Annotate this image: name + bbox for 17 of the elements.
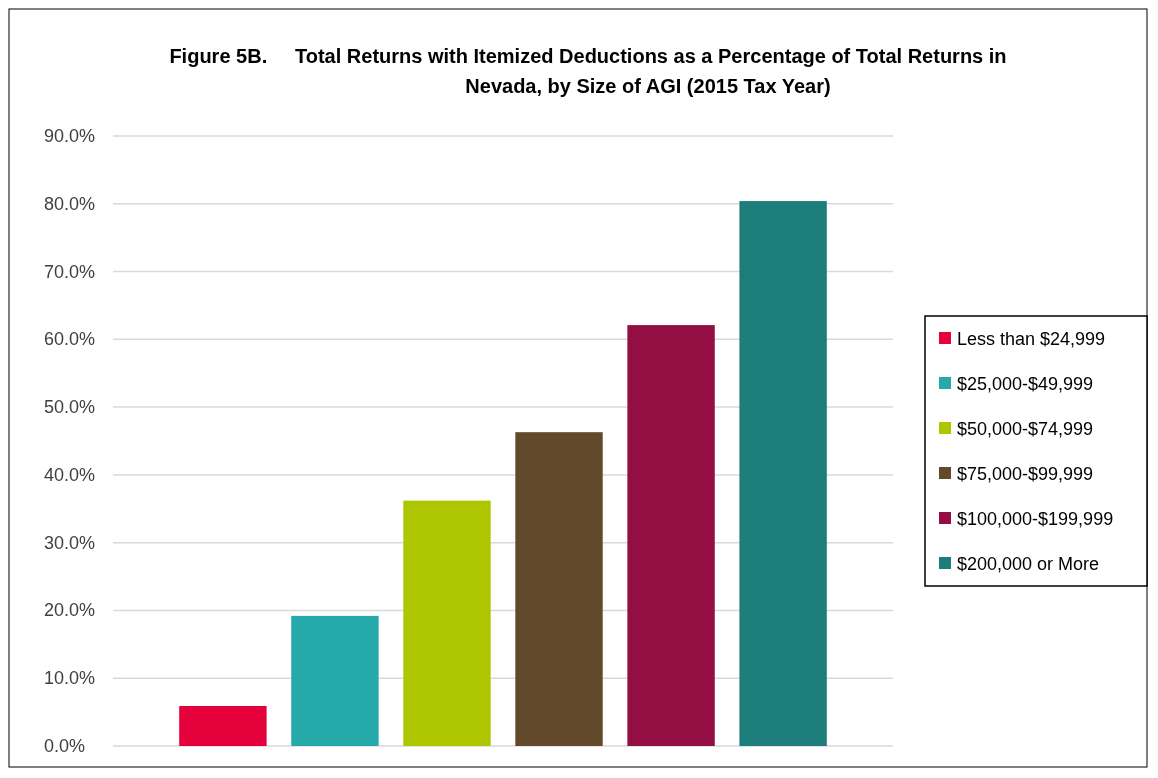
legend-label: $25,000-$49,999 — [957, 374, 1094, 394]
legend-label: $200,000 or More — [957, 554, 1100, 574]
legend-label: $75,000-$99,999 — [957, 464, 1094, 484]
legend-label: Less than $24,999 — [957, 329, 1106, 349]
legend-label: $100,000-$199,999 — [957, 509, 1114, 529]
y-tick-label: 20.0% — [44, 600, 96, 621]
legend-label: $50,000-$74,999 — [957, 419, 1094, 439]
y-tick-label: 40.0% — [44, 464, 96, 485]
y-tick-label: 50.0% — [44, 397, 96, 418]
y-tick-label: 80.0% — [44, 193, 96, 214]
y-tick-label: 60.0% — [44, 329, 96, 350]
y-tick-label: 30.0% — [44, 532, 96, 553]
y-tick-label: 90.0% — [44, 126, 96, 146]
y-tick-label: 70.0% — [44, 261, 96, 282]
chart-title: Figure 5B. Total Returns with Itemized Deductions as a Percentage of Total Returns in Nevada, by Size of AGI (2015 Tax Year) — [169, 45, 1007, 97]
y-tick-label: 10.0% — [44, 668, 96, 689]
y-tick-label: 0.0% — [44, 736, 86, 756]
